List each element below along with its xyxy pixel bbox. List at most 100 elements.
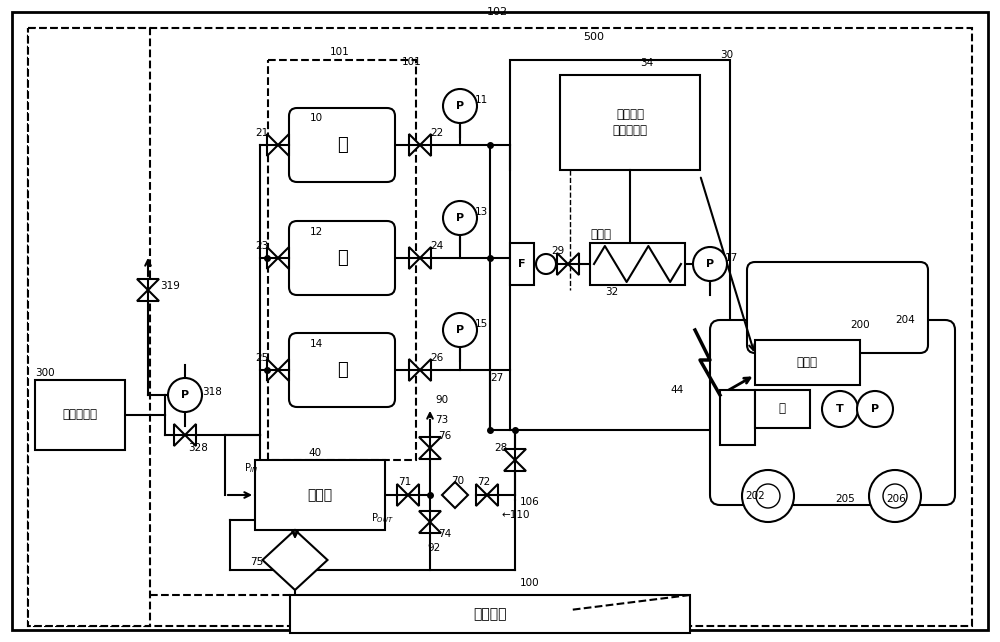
Text: 318: 318 [202, 387, 222, 397]
Text: 200: 200 [850, 320, 870, 330]
FancyBboxPatch shape [255, 460, 385, 530]
Polygon shape [420, 247, 431, 269]
Circle shape [536, 254, 556, 274]
Text: T: T [836, 404, 844, 414]
Text: 101: 101 [330, 47, 350, 57]
Text: 控制电路: 控制电路 [473, 607, 507, 621]
FancyBboxPatch shape [510, 60, 730, 430]
Polygon shape [419, 448, 441, 459]
Text: 15: 15 [475, 319, 488, 329]
Circle shape [443, 201, 477, 235]
Polygon shape [278, 359, 289, 381]
Polygon shape [267, 359, 278, 381]
Polygon shape [137, 279, 159, 290]
Text: 压缩机: 压缩机 [307, 488, 333, 502]
Polygon shape [419, 522, 441, 533]
Text: 75: 75 [250, 557, 263, 567]
Text: 27: 27 [490, 373, 503, 383]
Polygon shape [419, 511, 441, 522]
Text: 102: 102 [487, 7, 508, 17]
Text: 12: 12 [310, 227, 323, 237]
Text: P: P [181, 390, 189, 400]
Text: P$_{OUT}$: P$_{OUT}$ [371, 511, 394, 525]
Text: 30: 30 [720, 50, 733, 60]
Circle shape [883, 484, 907, 508]
Polygon shape [420, 359, 431, 381]
Circle shape [857, 391, 893, 427]
Text: 92: 92 [427, 543, 440, 553]
Circle shape [693, 247, 727, 281]
Polygon shape [504, 449, 526, 460]
Text: 34: 34 [640, 58, 653, 68]
Text: 32: 32 [605, 287, 618, 297]
FancyBboxPatch shape [755, 340, 860, 385]
Text: 106: 106 [520, 497, 540, 507]
Polygon shape [267, 247, 278, 269]
Text: ←110: ←110 [502, 510, 530, 520]
FancyBboxPatch shape [289, 333, 395, 407]
FancyBboxPatch shape [755, 390, 810, 428]
Text: 90: 90 [435, 395, 448, 405]
Text: 13: 13 [475, 207, 488, 217]
FancyBboxPatch shape [720, 390, 755, 445]
Polygon shape [137, 290, 159, 301]
FancyBboxPatch shape [28, 28, 972, 626]
Polygon shape [174, 424, 185, 446]
FancyBboxPatch shape [290, 595, 690, 633]
Polygon shape [397, 484, 408, 506]
Text: 26: 26 [430, 353, 443, 363]
Polygon shape [408, 484, 419, 506]
Text: 23: 23 [255, 241, 268, 251]
Text: 29: 29 [551, 246, 564, 256]
Text: 204: 204 [895, 315, 915, 325]
Polygon shape [409, 134, 420, 156]
Text: 73: 73 [435, 415, 448, 425]
Text: 氢制造装置: 氢制造装置 [62, 408, 98, 422]
Circle shape [443, 89, 477, 123]
Polygon shape [267, 134, 278, 156]
Text: 44: 44 [670, 385, 683, 395]
Text: 70: 70 [451, 476, 464, 486]
FancyBboxPatch shape [289, 221, 395, 295]
Circle shape [822, 391, 858, 427]
Text: 低: 低 [337, 136, 347, 154]
Text: 74: 74 [438, 529, 451, 539]
Text: 101: 101 [402, 57, 422, 67]
Text: P: P [456, 101, 464, 111]
Text: 高: 高 [337, 361, 347, 379]
Polygon shape [504, 460, 526, 471]
Text: P: P [456, 213, 464, 223]
Text: 14: 14 [310, 339, 323, 349]
Text: 100: 100 [520, 578, 540, 588]
Polygon shape [262, 530, 328, 590]
Text: F: F [518, 259, 526, 269]
Circle shape [742, 470, 794, 522]
FancyBboxPatch shape [747, 262, 928, 353]
Circle shape [443, 313, 477, 347]
Text: P: P [456, 325, 464, 335]
Text: 72: 72 [477, 477, 490, 487]
Polygon shape [419, 437, 441, 448]
Text: 10: 10 [310, 113, 323, 123]
FancyBboxPatch shape [268, 60, 416, 460]
Circle shape [756, 484, 780, 508]
FancyBboxPatch shape [289, 108, 395, 182]
FancyBboxPatch shape [560, 75, 700, 170]
FancyBboxPatch shape [710, 320, 955, 505]
Text: 71: 71 [398, 477, 411, 487]
Text: P: P [871, 404, 879, 414]
Text: 22: 22 [430, 128, 443, 138]
Text: 28: 28 [494, 443, 507, 453]
FancyBboxPatch shape [12, 12, 988, 630]
Polygon shape [487, 484, 498, 506]
Text: 319: 319 [160, 281, 180, 291]
Text: 300: 300 [35, 368, 55, 378]
Text: 罐: 罐 [778, 403, 786, 415]
Text: P$_{IN}$: P$_{IN}$ [244, 461, 259, 475]
Polygon shape [568, 253, 579, 275]
FancyBboxPatch shape [510, 243, 534, 285]
Text: 17: 17 [725, 253, 738, 263]
Text: 40: 40 [308, 448, 321, 458]
Polygon shape [420, 134, 431, 156]
Text: 控制电路
（中继器）: 控制电路 （中继器） [612, 107, 648, 137]
